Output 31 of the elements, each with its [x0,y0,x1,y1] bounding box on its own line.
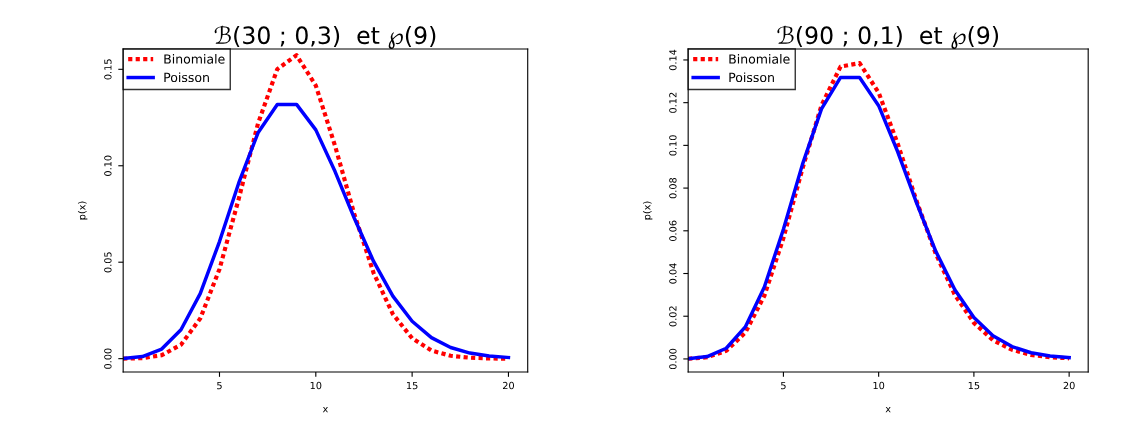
legend-label: Poisson [164,72,209,83]
y-tick-label: 0.10 [669,135,677,156]
y-tick-label: 0.05 [104,252,112,273]
x-tick-label: 15 [407,381,418,390]
y-tick-label: 0.00 [104,348,112,369]
y-tick-label: 0.04 [669,263,677,284]
y-tick-label: 0.15 [104,59,112,80]
y-tick-label: 0.06 [669,220,677,241]
x-tick-label: 20 [1063,381,1075,390]
y-axis-title: p(x) [77,201,88,220]
y-tick-label: 0.14 [669,49,677,71]
x-tick-label: 15 [968,381,980,390]
legend-label: Poisson [729,72,774,83]
chart-title: ℬ(90 ; 0,1) et ℘(9) [777,25,999,50]
x-tick-label: 10 [310,381,322,390]
x-axis-title: x [322,407,328,413]
x-tick-label: 20 [502,381,514,390]
x-axis-title: x [885,407,891,413]
y-axis-title: p(x) [642,201,653,220]
legend-label: Binomiale [164,54,225,64]
x-tick-label: 10 [873,381,885,390]
y-tick-label: 0.10 [104,155,112,176]
line-series [123,102,511,361]
y-tick-label: 0.08 [669,177,677,199]
legend-label: Binomiale [729,54,790,64]
x-tick-label: 5 [781,381,786,390]
y-tick-label: 0.02 [669,306,677,327]
chart-title: ℬ(30 ; 0,3) et ℘(9) [214,25,436,50]
y-tick-label: 0.00 [669,348,677,370]
x-tick-label: 5 [217,381,222,390]
y-tick-label: 0.12 [669,92,677,113]
